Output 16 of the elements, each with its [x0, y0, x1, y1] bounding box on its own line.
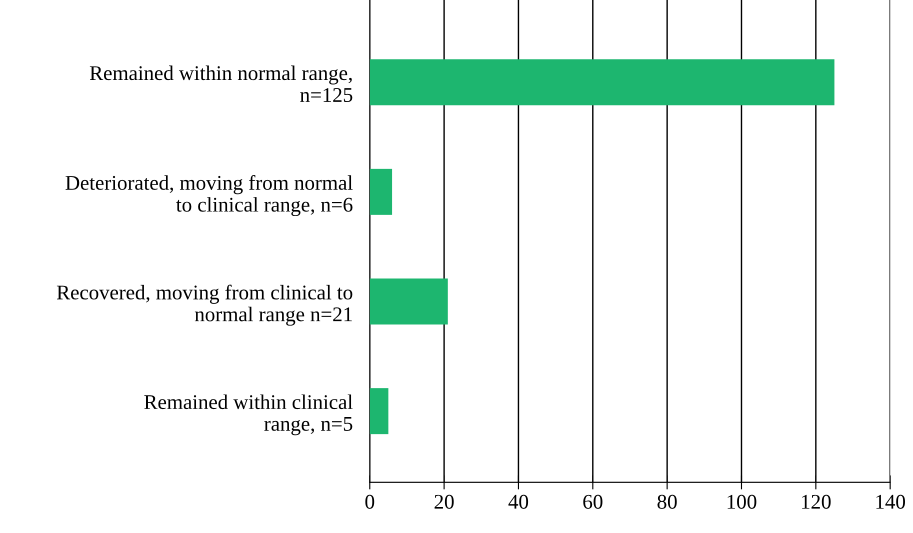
- x-tick-label: 60: [583, 494, 602, 509]
- bar: [370, 388, 388, 434]
- x-tick-label: 40: [508, 494, 528, 509]
- bar: [370, 59, 834, 106]
- x-tick-label: 120: [802, 494, 831, 509]
- bar: [370, 168, 392, 215]
- y-tick-label: Recovered, moving from clinical to normal range n=21: [56, 284, 352, 326]
- x-tick-label: 0: [365, 494, 374, 509]
- bar: [370, 278, 448, 324]
- y-tick-label: Remained within normal range, n=125: [90, 66, 352, 102]
- y-tick-label: Deteriorated, moving from normal to clinical range, n=6: [66, 175, 353, 216]
- x-tick-label: 80: [658, 494, 677, 509]
- x-tick-label: 100: [728, 494, 756, 509]
- x-tick-label: 20: [434, 494, 454, 509]
- y-tick-label: Remained within clinical range, n=5: [144, 394, 353, 436]
- x-tick-label: 140: [876, 494, 906, 509]
